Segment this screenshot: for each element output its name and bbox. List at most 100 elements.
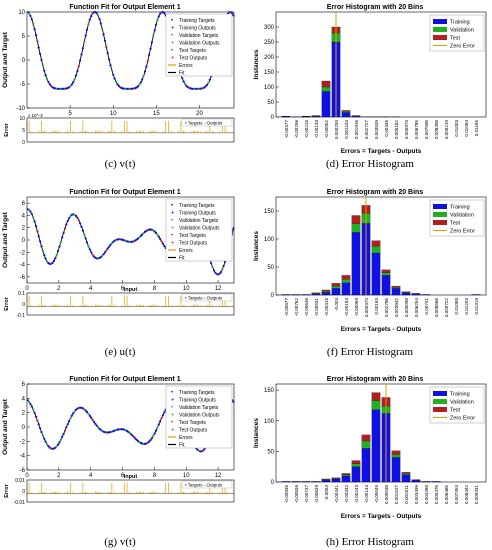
x-tick-label: 0.000474: [364, 298, 369, 318]
legend-swatch: [433, 212, 447, 217]
chart-title: Error Histogram with 20 Bins: [327, 4, 424, 11]
target-point: [72, 81, 75, 84]
target-point: [132, 436, 136, 439]
y-tick-label: 4: [22, 213, 26, 219]
target-point: [76, 216, 79, 219]
y-tick-label: -4: [20, 454, 26, 460]
legend-swatch: [433, 35, 447, 40]
target-point: [150, 437, 153, 440]
x-tick-label: -0.00441: [334, 485, 339, 504]
x-tick-label: 0.003499: [414, 485, 419, 505]
y-axis-label: Instances: [253, 418, 260, 448]
legend-item: Test: [450, 221, 461, 227]
target-point: [66, 423, 69, 426]
x-tick-label: 20: [196, 111, 203, 117]
panel-caption: (f) Error Histogram: [327, 346, 414, 358]
target-point: [181, 77, 184, 80]
target-point: [77, 65, 80, 68]
y-tick-label: -2: [20, 250, 26, 256]
x-tick-label: 0.01003: [454, 120, 459, 137]
target-point: [185, 84, 188, 87]
target-point: [30, 212, 33, 216]
y-axis-label: Output and Target: [2, 398, 9, 455]
target-point: [33, 28, 36, 31]
target-point: [56, 249, 60, 253]
x-axis-label: Input: [124, 287, 138, 293]
target-point: [40, 245, 43, 248]
x-tick-label: 0.004488: [424, 485, 429, 505]
legend-swatch: [433, 391, 447, 396]
y-tick-label: 0: [271, 480, 275, 486]
panel-caption: (g) v(t): [104, 536, 136, 548]
panel-f: Error Histogram with 20 Bins 0 50 100 150 Ins…: [253, 189, 487, 358]
bar-training: [291, 294, 301, 296]
target-point: [39, 240, 42, 243]
target-point: [148, 440, 151, 443]
x-tick-label: 8: [153, 286, 157, 292]
target-point: [29, 210, 32, 213]
target-point: [29, 14, 32, 17]
x-tick-label: 0.00741: [424, 298, 429, 315]
x-tick-label: 0.009219: [444, 120, 449, 140]
target-point: [232, 227, 235, 231]
x-tick-label: 2: [57, 473, 61, 479]
target-point: [59, 241, 62, 244]
target-point: [63, 227, 66, 230]
x-tick-label: -0.00639: [314, 485, 319, 504]
x-tick-label: 10: [110, 111, 117, 117]
error-y-tick-label: -0.01: [14, 500, 26, 506]
target-point: [48, 83, 51, 86]
y-tick-label: 0: [22, 58, 26, 64]
x-tick-label: -0.00045: [374, 485, 379, 504]
legend-marker: +: [171, 428, 175, 434]
y-tick-label: -10: [16, 106, 25, 112]
bar-training: [371, 409, 381, 483]
legend-item: Validation Targets: [179, 33, 219, 39]
legend-marker: +: [171, 211, 175, 217]
target-point: [108, 58, 111, 61]
target-point: [106, 247, 109, 250]
bar-validation: [361, 440, 371, 449]
legend-marker: •: [171, 48, 173, 54]
x-tick-label: 12: [215, 473, 222, 479]
target-point: [91, 253, 94, 256]
target-point: [149, 439, 152, 442]
legend-marker: +: [171, 398, 175, 404]
target-point: [130, 433, 133, 436]
x-tick-label: -0.00415: [324, 298, 329, 317]
target-point: [45, 443, 49, 446]
x-tick-label: 0.001104: [344, 120, 349, 139]
panel-caption: (d) Error Histogram: [326, 158, 414, 170]
x-tick-label: 10: [183, 473, 190, 479]
x-tick-label: -0.00052: [324, 120, 329, 139]
target-point: [97, 426, 100, 429]
x-tick-label: -0.00836: [294, 485, 299, 504]
target-point: [87, 23, 90, 26]
legend-item: Validation Outputs: [179, 413, 220, 419]
bar-test: [341, 473, 351, 475]
target-point: [141, 78, 144, 81]
legend-item: Test Outputs: [179, 56, 208, 62]
target-point: [131, 434, 134, 437]
bar-validation: [321, 86, 331, 92]
legend-item: Zero Error: [450, 416, 475, 422]
target-point: [105, 249, 108, 252]
error-y-tick-label: 5: [22, 128, 25, 134]
target-point: [153, 432, 156, 435]
x-tick-label: 0.001527: [394, 485, 399, 505]
chart-title: Function Fit for Output Element 1: [69, 189, 180, 196]
bar-validation: [341, 474, 351, 476]
bar-test: [361, 434, 371, 442]
target-point: [72, 412, 75, 415]
chart-title: Function Fit for Output Element 1: [69, 376, 180, 383]
target-point: [94, 422, 97, 425]
target-point: [183, 82, 187, 85]
target-point: [163, 12, 166, 15]
target-point: [61, 435, 64, 438]
target-point: [182, 80, 185, 83]
target-point: [143, 70, 147, 73]
bar-training: [411, 293, 421, 296]
bar-training: [281, 481, 291, 483]
bar-training: [351, 232, 361, 296]
target-point: [163, 411, 166, 414]
